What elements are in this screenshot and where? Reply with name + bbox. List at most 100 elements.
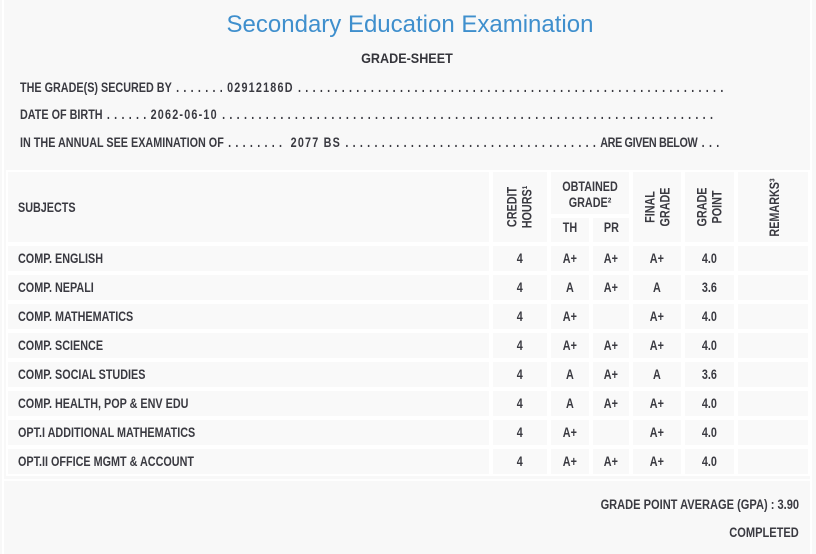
subject-cell: COMP. ENGLISH <box>6 244 491 273</box>
th-grade-cell: A <box>549 389 591 418</box>
pr-grade-cell <box>591 418 631 447</box>
gpa-line: GRADE POINT AVERAGE (GPA) : 3.90 <box>557 491 799 519</box>
th-grade-cell: A+ <box>549 302 591 331</box>
leader-dots: . . . . . . . . <box>223 134 291 150</box>
final-grade-cell: A+ <box>631 418 683 447</box>
info-line-examination: IN THE ANNUAL SEE EXAMINATION OF . . . .… <box>20 134 816 152</box>
remarks-cell <box>736 447 810 476</box>
remarks-cell <box>736 389 810 418</box>
th-grade-cell: A+ <box>549 447 591 476</box>
credit-hours-cell: 4 <box>491 447 549 476</box>
column-header-remarks: REMARKS³ <box>736 170 810 244</box>
credit-hours-cell: 4 <box>491 331 549 360</box>
result-footer: GRADE POINT AVERAGE (GPA) : 3.90 COMPLET… <box>557 491 799 547</box>
leader-dots: . . . . . . <box>102 107 151 122</box>
column-header-subjects: SUBJECTS <box>6 170 491 244</box>
remarks-cell <box>736 418 810 447</box>
gradesheet-subtitle: GRADE-SHEET <box>361 49 453 66</box>
subject-cell: COMP. NEPALI <box>6 273 491 302</box>
grades-secured-label: THE GRADE(S) SECURED BY <box>20 79 172 95</box>
table-row: COMP. ENGLISH 4 A+ A+ A+ 4.0 <box>6 244 810 273</box>
grade-point-cell: 3.6 <box>683 273 736 302</box>
th-grade-cell: A+ <box>549 418 591 447</box>
table-row: COMP. MATHEMATICS 4 A+ A+ 4.0 <box>6 302 810 331</box>
table-row: COMP. SCIENCE 4 A+ A+ A+ 4.0 <box>6 331 810 360</box>
remarks-cell <box>736 273 810 302</box>
remarks-cell <box>736 302 810 331</box>
table-header-row-1: SUBJECTS CREDIT HOURS¹ OBTAINED GRADE² FIN… <box>6 170 810 244</box>
final-grade-cell: A <box>631 273 683 302</box>
final-grade-cell: A+ <box>631 302 683 331</box>
th-grade-cell: A+ <box>549 244 591 273</box>
grade-point-cell: 4.0 <box>683 331 736 360</box>
pr-grade-cell: A+ <box>591 360 631 389</box>
examination-suffix: ARE GIVEN BELOW <box>600 134 698 150</box>
credit-hours-cell: 4 <box>491 389 549 418</box>
grade-point-cell: 4.0 <box>683 244 736 273</box>
leader-dots: . . . . . . . . . . . . . . . . . . . . … <box>293 79 724 95</box>
credit-hours-cell: 4 <box>491 244 549 273</box>
credit-hours-cell: 4 <box>491 302 549 331</box>
table-row: OPT.II OFFICE MGMT & ACCOUNT 4 A+ A+ A+ … <box>6 447 810 476</box>
pr-grade-cell: A+ <box>591 389 631 418</box>
table-row: OPT.I ADDITIONAL MATHEMATICS 4 A+ A+ 4.0 <box>6 418 810 447</box>
grade-point-cell: 4.0 <box>683 389 736 418</box>
status-value: COMPLETED <box>729 524 799 540</box>
date-of-birth-label: DATE OF BIRTH <box>20 107 103 122</box>
pr-grade-cell: A+ <box>591 244 631 273</box>
final-grade-cell: A <box>631 360 683 389</box>
grade-point-cell: 4.0 <box>683 302 736 331</box>
table-row: COMP. HEALTH, POP & ENV EDU 4 A A+ A+ 4.… <box>6 389 810 418</box>
grade-point-cell: 4.0 <box>683 447 736 476</box>
column-header-grade-point: GRADE POINT <box>683 170 736 244</box>
page-title: Secondary Education Examination <box>226 11 594 38</box>
pr-grade-cell: A+ <box>591 273 631 302</box>
examination-year-value: 2077 BS <box>290 134 342 150</box>
table-header-row-2: TH PR <box>6 216 810 244</box>
leader-dots: . . . . . . . . . . . . . . . . . . . . … <box>217 107 713 122</box>
pr-grade-cell <box>591 302 631 331</box>
table-row: COMP. NEPALI 4 A A+ A 3.6 <box>6 273 810 302</box>
grade-point-cell: 4.0 <box>683 418 736 447</box>
credit-hours-cell: 4 <box>491 418 549 447</box>
pr-grade-cell: A+ <box>591 331 631 360</box>
gpa-label: GRADE POINT AVERAGE (GPA) <box>600 496 768 512</box>
table-bottom-rule <box>4 479 810 481</box>
subject-cell: OPT.I ADDITIONAL MATHEMATICS <box>6 418 491 447</box>
column-header-th: TH <box>549 216 591 244</box>
column-header-final-grade: FINAL GRADE <box>631 170 683 244</box>
date-of-birth-value: 2062-06-10 <box>150 107 218 122</box>
status-line: COMPLETED <box>557 519 799 547</box>
final-grade-cell: A+ <box>631 331 683 360</box>
remarks-cell <box>736 244 810 273</box>
info-line-date-of-birth: DATE OF BIRTH . . . . . . 2062-06-10 . .… <box>20 106 816 124</box>
th-grade-cell: A+ <box>549 331 591 360</box>
remarks-cell <box>736 360 810 389</box>
examination-label: IN THE ANNUAL SEE EXAMINATION OF <box>20 134 224 150</box>
subject-cell: COMP. SOCIAL STUDIES <box>6 360 491 389</box>
column-header-pr: PR <box>591 216 631 244</box>
info-line-grades-secured: THE GRADE(S) SECURED BY . . . . . . . 02… <box>20 79 816 97</box>
subject-cell: OPT.II OFFICE MGMT & ACCOUNT <box>6 447 491 476</box>
leader-dots: . . . . . . . <box>171 79 228 95</box>
column-header-obtained-grade: OBTAINED GRADE² <box>549 170 631 216</box>
credit-hours-cell: 4 <box>491 273 549 302</box>
column-header-credit-hours: CREDIT HOURS¹ <box>491 170 549 244</box>
credit-hours-cell: 4 <box>491 360 549 389</box>
subject-cell: COMP. MATHEMATICS <box>6 302 491 331</box>
th-grade-cell: A <box>549 273 591 302</box>
grade-point-cell: 3.6 <box>683 360 736 389</box>
symbol-number-value: 02912186D <box>227 79 294 95</box>
final-grade-cell: A+ <box>631 447 683 476</box>
gpa-separator: : <box>767 496 778 512</box>
grades-table: SUBJECTS CREDIT HOURS¹ OBTAINED GRADE² FIN… <box>6 170 810 476</box>
pr-grade-cell: A+ <box>591 447 631 476</box>
leader-dots: . . . . . . . . . . . . . . . . . . . . … <box>341 134 601 150</box>
table-row: COMP. SOCIAL STUDIES 4 A A+ A 3.6 <box>6 360 810 389</box>
final-grade-cell: A+ <box>631 244 683 273</box>
th-grade-cell: A <box>549 360 591 389</box>
gpa-value: 3.90 <box>777 496 799 512</box>
subject-cell: COMP. HEALTH, POP & ENV EDU <box>6 389 491 418</box>
final-grade-cell: A+ <box>631 389 683 418</box>
